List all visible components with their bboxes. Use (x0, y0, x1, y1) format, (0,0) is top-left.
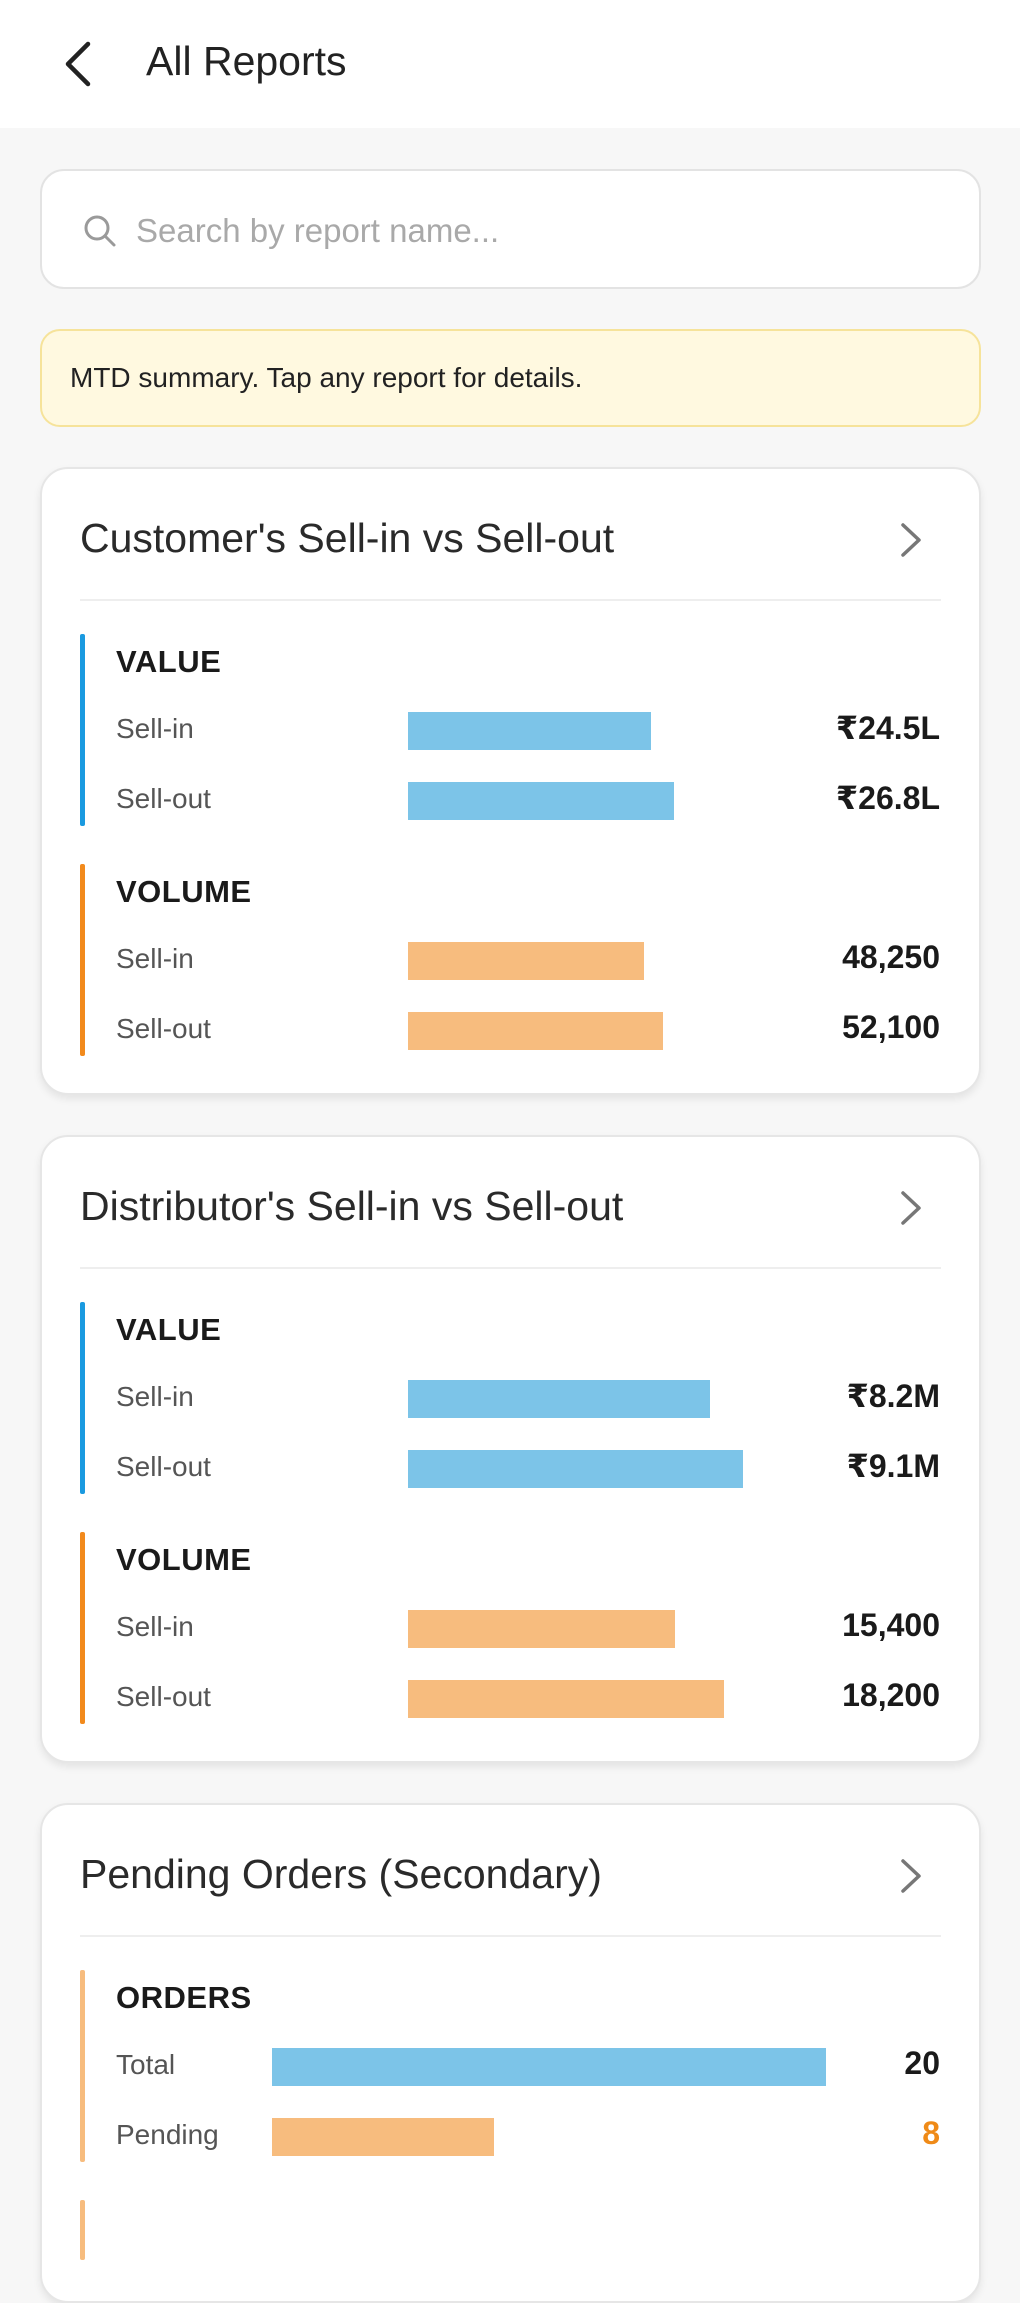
volume-bar-sell-in (408, 942, 645, 980)
section-accent-bar (80, 1970, 85, 2162)
volume-bar-sell-in (408, 1610, 676, 1648)
mtd-notice: MTD summary. Tap any report for details. (40, 329, 981, 427)
row-value: ₹9.1M (846, 1448, 940, 1484)
section-accent-bar (80, 634, 85, 826)
section-accent-bar (80, 2200, 85, 2260)
card-title: Pending Orders (Secondary) (80, 1851, 602, 1897)
report-card-distributor-sell[interactable]: Distributor's Sell-in vs Sell-out VALUE … (40, 1135, 981, 1763)
chevron-right-icon (901, 1191, 921, 1225)
card-divider (80, 1935, 941, 1937)
section-value: VALUE Sell-in ₹8.2M Sell-out ₹9.1M (80, 1302, 940, 1494)
row-label: Sell-out (116, 1013, 211, 1044)
search-input[interactable] (136, 201, 936, 261)
row-label: Sell-out (116, 1681, 211, 1712)
value-bar-sell-out (408, 782, 674, 820)
card-title: Distributor's Sell-in vs Sell-out (80, 1183, 624, 1229)
card-title: Customer's Sell-in vs Sell-out (80, 515, 615, 561)
chevron-right-icon (901, 1859, 921, 1893)
search-bar[interactable] (40, 169, 981, 289)
section-label: VALUE (116, 1312, 222, 1347)
row-value: ₹24.5L (835, 710, 940, 746)
section-orders: ORDERS Total 20 Pending 8 (80, 1970, 940, 2162)
row-value: 18,200 (842, 1677, 940, 1713)
row-value: ₹8.2M (846, 1378, 940, 1414)
section-label: VALUE (116, 644, 222, 679)
section-volume: VOLUME Sell-in 15,400 Sell-out 18,200 (80, 1532, 940, 1724)
row-value: 20 (904, 2045, 940, 2081)
volume-bar-sell-out (408, 1012, 663, 1050)
row-value-pending: 8 (922, 2115, 940, 2151)
section-accent-bar (80, 1532, 85, 1724)
row-label: Sell-in (116, 713, 194, 744)
chevron-right-icon (901, 523, 921, 557)
row-value: 48,250 (842, 939, 940, 975)
back-button[interactable] (50, 34, 106, 94)
row-label: Sell-out (116, 1451, 211, 1482)
row-value: ₹26.8L (835, 780, 940, 816)
row-label: Sell-in (116, 1381, 194, 1412)
report-card-customer-sell[interactable]: Customer's Sell-in vs Sell-out VALUE Sel… (40, 467, 981, 1095)
chevron-left-icon (65, 41, 91, 87)
row-value: 52,100 (842, 1009, 940, 1045)
search-icon (84, 215, 116, 247)
value-bar-sell-out (408, 1450, 743, 1488)
section-accent-bar (80, 1302, 85, 1494)
notice-text: MTD summary. Tap any report for details. (70, 362, 583, 393)
volume-bar-sell-out (408, 1680, 724, 1718)
section-label: VOLUME (116, 874, 252, 909)
value-bar-sell-in (408, 1380, 710, 1418)
value-bar-sell-in (408, 712, 652, 750)
section-next (80, 2200, 940, 2260)
row-label: Total (116, 2049, 176, 2080)
section-volume: VOLUME Sell-in 48,250 Sell-out 52,100 (80, 864, 940, 1056)
app-header: All Reports (0, 0, 1020, 128)
row-value: 15,400 (842, 1607, 940, 1643)
page-title: All Reports (146, 38, 347, 84)
section-label: VOLUME (116, 1542, 252, 1577)
row-label: Sell-out (116, 783, 211, 814)
section-value: VALUE Sell-in ₹24.5L Sell-out ₹26.8L (80, 634, 940, 826)
orders-bar-total (272, 2048, 826, 2086)
card-divider (80, 599, 941, 601)
card-divider (80, 1267, 941, 1269)
section-label: ORDERS (116, 1980, 252, 2015)
orders-bar-pending (272, 2118, 494, 2156)
row-label: Sell-in (116, 1611, 194, 1642)
section-accent-bar (80, 864, 85, 1056)
row-label: Pending (116, 2119, 219, 2150)
row-label: Sell-in (116, 943, 194, 974)
report-card-pending-orders[interactable]: Pending Orders (Secondary) ORDERS Total … (40, 1803, 981, 2303)
